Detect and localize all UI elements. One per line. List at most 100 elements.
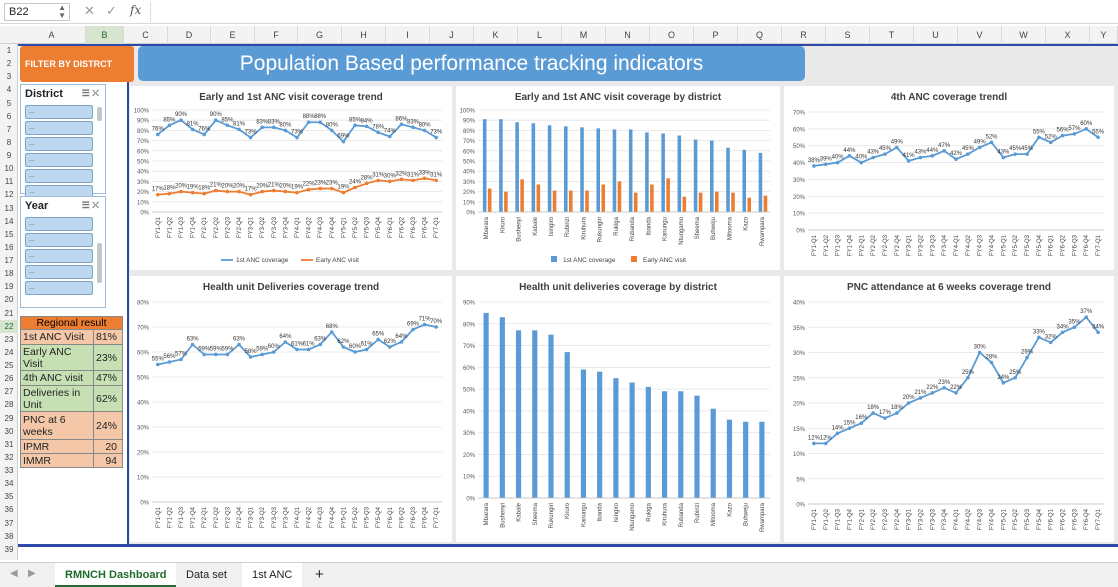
tab-1st-anc[interactable]: 1st ANC xyxy=(242,563,303,587)
column-header-q[interactable]: Q xyxy=(738,26,782,44)
data-point[interactable] xyxy=(306,347,311,352)
data-point[interactable] xyxy=(353,185,357,190)
data-point[interactable] xyxy=(411,327,415,332)
tab-next-icon[interactable]: ▶ xyxy=(28,568,36,579)
row-header-27[interactable]: 27 xyxy=(4,387,14,397)
bar[interactable] xyxy=(564,352,570,498)
column-header-d[interactable]: D xyxy=(168,26,211,44)
data-point[interactable] xyxy=(989,140,994,145)
row-header-3[interactable]: 3 xyxy=(6,72,12,82)
row-header-38[interactable]: 38 xyxy=(4,531,14,541)
column-header-t[interactable]: T xyxy=(870,26,914,44)
district-slicer[interactable]: District ☰ ⛌ .................. xyxy=(20,84,106,199)
data-point[interactable] xyxy=(1096,330,1100,335)
row-header-20[interactable]: 20 xyxy=(4,295,14,305)
bar[interactable] xyxy=(661,133,665,212)
data-point[interactable] xyxy=(966,375,970,380)
data-point[interactable] xyxy=(930,391,935,395)
data-point[interactable] xyxy=(156,362,160,367)
column-header-n[interactable]: N xyxy=(606,26,650,44)
column-header-x[interactable]: X xyxy=(1046,26,1090,44)
data-point[interactable] xyxy=(283,340,288,344)
row-header-31[interactable]: 31 xyxy=(4,439,14,449)
bar[interactable] xyxy=(532,330,538,498)
data-point[interactable] xyxy=(353,123,357,128)
bar[interactable] xyxy=(747,197,752,212)
bar[interactable] xyxy=(682,196,687,212)
data-point[interactable] xyxy=(306,187,311,192)
data-point[interactable] xyxy=(318,342,322,347)
data-point[interactable] xyxy=(167,191,172,196)
data-point[interactable] xyxy=(306,120,311,125)
bar[interactable] xyxy=(677,135,682,213)
column-header-m[interactable]: M xyxy=(562,26,606,44)
data-point[interactable] xyxy=(883,416,887,420)
bar[interactable] xyxy=(548,334,554,498)
bar[interactable] xyxy=(698,192,703,212)
district-slicer-item[interactable]: ... xyxy=(25,153,93,167)
bar[interactable] xyxy=(731,192,735,212)
year-slicer-item[interactable]: ... xyxy=(25,217,93,231)
data-point[interactable] xyxy=(812,441,816,446)
data-point[interactable] xyxy=(341,139,346,144)
data-point[interactable] xyxy=(248,192,253,197)
data-point[interactable] xyxy=(330,186,334,191)
row-header-12[interactable]: 12 xyxy=(4,190,14,200)
column-header-k[interactable]: K xyxy=(474,26,518,44)
year-slicer-item[interactable]: ... xyxy=(25,233,93,247)
data-point[interactable] xyxy=(376,178,380,183)
data-point[interactable] xyxy=(942,148,946,153)
year-slicer-item[interactable]: ... xyxy=(25,281,93,295)
data-point[interactable] xyxy=(190,342,195,347)
data-point[interactable] xyxy=(859,160,864,165)
data-point[interactable] xyxy=(847,154,852,158)
data-point[interactable] xyxy=(318,186,322,191)
bar[interactable] xyxy=(597,371,603,498)
district-slicer-item[interactable]: ... xyxy=(25,137,93,151)
bar[interactable] xyxy=(531,123,536,212)
bar[interactable] xyxy=(482,119,487,212)
data-point[interactable] xyxy=(202,352,206,357)
bar[interactable] xyxy=(580,127,584,212)
fourth-anc-coverage-trend-chart[interactable]: 4th ANC coverage trendl 0% 10% 20% 30% 40% 50%… xyxy=(784,86,1114,270)
row-header-35[interactable]: 35 xyxy=(4,492,14,502)
year-slicer-item[interactable]: ... xyxy=(25,249,93,263)
district-slicer-item[interactable]: ... xyxy=(25,121,93,135)
row-header-37[interactable]: 37 xyxy=(4,518,14,528)
data-point[interactable] xyxy=(906,401,911,405)
bar[interactable] xyxy=(504,191,508,212)
data-point[interactable] xyxy=(295,190,299,195)
data-point[interactable] xyxy=(823,441,828,446)
column-header-e[interactable]: E xyxy=(211,26,255,44)
bar[interactable] xyxy=(742,149,747,212)
data-point[interactable] xyxy=(434,135,439,140)
year-slicer-item[interactable]: ... xyxy=(25,265,93,279)
data-point[interactable] xyxy=(1048,340,1053,345)
data-point[interactable] xyxy=(918,396,923,400)
pnc-attendance-trend-chart[interactable]: PNC attendance at 6 weeks coverage trend… xyxy=(784,276,1114,542)
district-slicer-scrollbar[interactable] xyxy=(97,107,102,121)
row-header-10[interactable]: 10 xyxy=(4,164,14,174)
data-point[interactable] xyxy=(989,360,994,365)
bar[interactable] xyxy=(515,330,522,498)
bar[interactable] xyxy=(678,391,684,498)
bar[interactable] xyxy=(693,139,698,212)
data-point[interactable] xyxy=(190,127,195,132)
bar[interactable] xyxy=(645,132,649,212)
data-point[interactable] xyxy=(942,386,946,390)
data-point[interactable] xyxy=(835,431,840,436)
bar[interactable] xyxy=(743,421,749,498)
data-point[interactable] xyxy=(225,352,230,357)
data-point[interactable] xyxy=(248,355,253,359)
data-point[interactable] xyxy=(977,145,982,150)
data-point[interactable] xyxy=(190,190,195,195)
row-header-39[interactable]: 39 xyxy=(4,544,14,554)
bar[interactable] xyxy=(483,312,489,498)
bar[interactable] xyxy=(596,128,601,212)
data-point[interactable] xyxy=(399,122,404,127)
data-point[interactable] xyxy=(214,118,218,122)
row-header-36[interactable]: 36 xyxy=(4,505,14,515)
row-header-22[interactable]: 22 xyxy=(0,319,18,333)
data-point[interactable] xyxy=(376,337,380,342)
data-point[interactable] xyxy=(156,192,160,197)
